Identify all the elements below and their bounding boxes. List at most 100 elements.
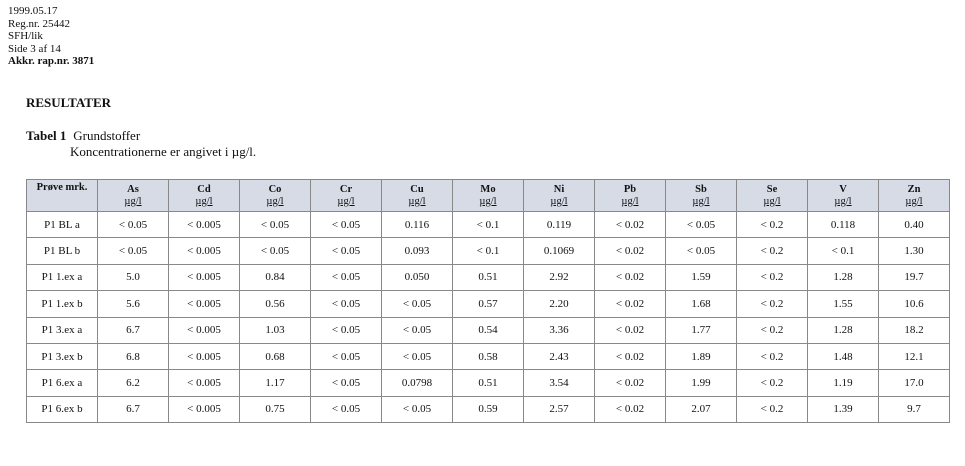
header-zn: Zn µg/l	[878, 179, 950, 212]
value-cell-se: < 0.2	[736, 342, 808, 371]
header-cr: Cr µg/l	[310, 179, 382, 212]
value-cell-cd: < 0.005	[168, 369, 240, 397]
column-element: Ni	[553, 183, 565, 195]
column-element: As	[127, 183, 139, 195]
value-cell-zn: 17.0	[878, 369, 950, 397]
value-cell-pb: < 0.02	[594, 237, 666, 265]
section-title: RESULTATER	[26, 95, 112, 110]
table-label: Tabel 1	[26, 128, 67, 143]
table-title: Grundstoffer	[73, 128, 141, 143]
value-cell-cu: 0.0798	[381, 369, 453, 397]
value-cell-mo: 0.51	[452, 369, 524, 397]
column-unit: µg/l	[124, 195, 142, 207]
table-row: P1 1.ex a 5.0 < 0.005 0.84 < 0.05 0.050 0.51 2.…	[26, 263, 950, 292]
table-row: P1 BL b < 0.05 < 0.005 < 0.05 < 0.05 0.093 < 0…	[26, 237, 950, 265]
value-cell-as: 6.7	[97, 395, 169, 424]
sample-cell: P1 BL a	[26, 210, 98, 239]
column-element: Cd	[197, 183, 211, 195]
value-cell-zn: 10.6	[878, 290, 950, 318]
value-cell-v: 1.48	[807, 342, 879, 371]
value-cell-ni: 0.1069	[523, 237, 595, 265]
table-note: Koncentrationerne er angivet i µg/l.	[70, 144, 257, 159]
value-cell-as: 5.6	[97, 290, 169, 318]
value-cell-sb: 1.77	[665, 316, 737, 344]
initials: SFH/lik	[8, 30, 43, 43]
column-unit: µg/l	[763, 195, 781, 207]
value-cell-co: 0.75	[239, 395, 311, 424]
sample-cell: P1 BL b	[26, 237, 98, 265]
column-element: V	[839, 183, 847, 195]
column-element: Cr	[339, 183, 353, 195]
value-cell-mo: 0.58	[452, 342, 524, 371]
column-unit: µg/l	[195, 195, 213, 207]
value-cell-v: 1.19	[807, 369, 879, 397]
sample-cell: P1 1.ex a	[26, 263, 98, 292]
column-unit: µg/l	[408, 195, 426, 207]
value-cell-zn: 1.30	[878, 237, 950, 265]
registration-number: Reg.nr. 25442	[8, 17, 71, 30]
column-unit: µg/l	[905, 195, 923, 207]
value-cell-ni: 0.119	[523, 210, 595, 239]
value-cell-cu: 0.050	[381, 263, 453, 292]
accreditation-number: Akkr. rap.nr. 3871	[8, 55, 95, 68]
page-number: Side 3 af 14	[8, 42, 61, 55]
value-cell-se: < 0.2	[736, 237, 808, 265]
column-element: Cu	[410, 183, 424, 195]
value-cell-cd: < 0.005	[168, 237, 240, 265]
value-cell-as: 6.7	[97, 316, 169, 344]
header-ni: Ni µg/l	[523, 179, 595, 212]
value-cell-ni: 2.20	[523, 290, 595, 318]
value-cell-ni: 2.92	[523, 263, 595, 292]
column-element: Co	[268, 183, 282, 195]
value-cell-sb: 2.07	[665, 395, 737, 424]
header-cd: Cd µg/l	[168, 179, 240, 212]
value-cell-co: < 0.05	[239, 237, 311, 265]
value-cell-ni: 3.54	[523, 369, 595, 397]
value-cell-pb: < 0.02	[594, 263, 666, 292]
value-cell-co: 1.17	[239, 369, 311, 397]
value-cell-co: 0.68	[239, 342, 311, 371]
value-cell-ni: 2.57	[523, 395, 595, 424]
value-cell-cr: < 0.05	[310, 263, 382, 292]
value-cell-as: < 0.05	[97, 237, 169, 265]
value-cell-zn: 12.1	[878, 342, 950, 371]
value-cell-sb: 1.68	[665, 290, 737, 318]
value-cell-se: < 0.2	[736, 369, 808, 397]
value-cell-ni: 3.36	[523, 316, 595, 344]
header-sample: Prøve mrk.	[26, 179, 98, 212]
column-unit: µg/l	[266, 195, 284, 207]
results-table: Prøve mrk. As µg/l Cd µg/l Co µg/l Cr µg/l Cu µg/l…	[26, 179, 950, 424]
value-cell-pb: < 0.02	[594, 342, 666, 371]
table-header-row: Prøve mrk. As µg/l Cd µg/l Co µg/l Cr µg/l Cu µg/l…	[26, 179, 950, 212]
value-cell-mo: < 0.1	[452, 210, 524, 239]
value-cell-v: 0.118	[807, 210, 879, 239]
date: 1999.05.17	[8, 5, 58, 17]
value-cell-cu: 0.093	[381, 237, 453, 265]
value-cell-se: < 0.2	[736, 210, 808, 239]
value-cell-ni: 2.43	[523, 342, 595, 371]
header-mo: Mo µg/l	[452, 179, 524, 212]
value-cell-v: 1.28	[807, 316, 879, 344]
value-cell-mo: 0.54	[452, 316, 524, 344]
value-cell-sb: 1.59	[665, 263, 737, 292]
column-unit: µg/l	[692, 195, 710, 207]
value-cell-cu: < 0.05	[381, 316, 453, 344]
value-cell-cr: < 0.05	[310, 369, 382, 397]
table-row: P1 3.ex b 6.8 < 0.005 0.68 < 0.05 < 0.05 0.58 2…	[26, 342, 950, 371]
header-sb: Sb µg/l	[665, 179, 737, 212]
value-cell-v: 1.28	[807, 263, 879, 292]
column-element: Mo	[480, 183, 496, 195]
value-cell-v: < 0.1	[807, 237, 879, 265]
table-row: P1 6.ex a 6.2 < 0.005 1.17 < 0.05 0.0798 0.51 3…	[26, 369, 950, 397]
header-se: Se µg/l	[736, 179, 808, 212]
value-cell-cu: 0.116	[381, 210, 453, 239]
value-cell-sb: < 0.05	[665, 210, 737, 239]
table-row: P1 1.ex b 5.6 < 0.005 0.56 < 0.05 < 0.05 0.57 2…	[26, 290, 950, 318]
value-cell-cu: < 0.05	[381, 290, 453, 318]
column-element: Se	[766, 183, 778, 195]
value-cell-pb: < 0.02	[594, 290, 666, 318]
sample-cell: P1 6.ex b	[26, 395, 98, 424]
document-header: 1999.05.17 Reg.nr. 25442 SFH/lik Side 3 …	[8, 5, 94, 68]
column-element: Zn	[907, 183, 921, 195]
value-cell-cd: < 0.005	[168, 342, 240, 371]
